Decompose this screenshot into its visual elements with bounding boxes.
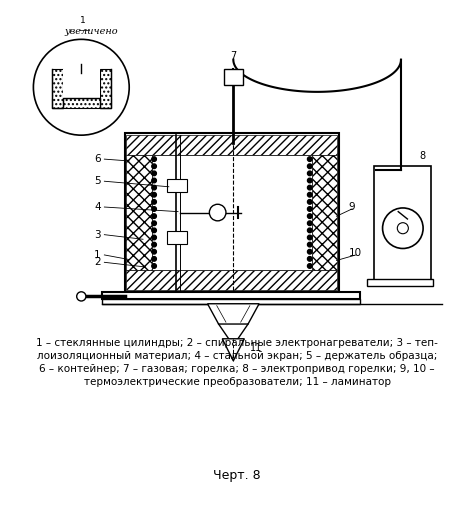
Text: 11: 11 [250,343,262,353]
Circle shape [152,228,156,233]
Bar [52,98,111,107]
Circle shape [33,39,129,135]
Circle shape [308,235,312,240]
Circle shape [383,208,423,248]
Text: 6: 6 [94,154,100,164]
Bar [101,292,360,299]
Circle shape [152,214,156,218]
Circle shape [152,249,156,254]
Bar [125,133,339,292]
Circle shape [152,200,156,204]
Text: 9: 9 [348,202,355,212]
Bar [152,155,311,270]
Bar [52,69,63,107]
Circle shape [308,185,312,190]
Circle shape [152,193,156,197]
Circle shape [397,223,409,234]
Bar [100,69,111,107]
Text: 1: 1 [94,250,100,260]
Text: лоизоляционный материал; 4 – стальной экран; 5 – держатель образца;: лоизоляционный материал; 4 – стальной эк… [37,351,437,361]
Circle shape [308,200,312,204]
Circle shape [152,235,156,240]
Circle shape [308,206,312,211]
Circle shape [152,264,156,268]
Text: 6 – контейнер; 7 – газовая; горелка; 8 – электропривод горелки; 9, 10 –: 6 – контейнер; 7 – газовая; горелка; 8 –… [39,364,435,374]
Bar [127,270,337,290]
Text: 5: 5 [94,176,100,186]
Bar [101,299,360,304]
Text: 4: 4 [94,202,100,212]
Circle shape [152,242,156,247]
Text: 7: 7 [230,52,237,61]
Circle shape [77,292,86,301]
Circle shape [152,185,156,190]
Text: термоэлектрические преобразователи; 11 – ламинатор: термоэлектрические преобразователи; 11 –… [83,377,391,386]
Bar [167,179,187,192]
Bar [63,69,100,98]
Text: 10: 10 [348,248,362,258]
Circle shape [210,204,226,221]
Text: 8: 8 [419,151,426,161]
Circle shape [152,206,156,211]
Circle shape [308,193,312,197]
Bar [311,155,337,270]
Circle shape [152,257,156,261]
Circle shape [308,249,312,254]
Bar [224,69,243,85]
Bar [374,166,431,283]
Polygon shape [222,339,245,361]
Circle shape [308,171,312,176]
Circle shape [152,178,156,183]
Text: 2: 2 [94,258,100,267]
Circle shape [308,228,312,233]
Text: Черт. 8: Черт. 8 [213,470,261,482]
Circle shape [308,221,312,225]
Text: увеличено: увеличено [65,27,118,36]
Circle shape [308,164,312,169]
Bar [367,279,433,286]
Circle shape [308,214,312,218]
Bar [127,155,152,270]
Circle shape [152,171,156,176]
Circle shape [152,157,156,161]
Circle shape [308,178,312,183]
Polygon shape [208,304,259,324]
Text: 3: 3 [94,229,100,240]
Bar [127,135,337,155]
Circle shape [152,221,156,225]
Text: 1 – стеклянные цилиндры; 2 – спиральные электронагреватели; 3 – теп-: 1 – стеклянные цилиндры; 2 – спиральные … [36,338,438,348]
Text: 1: 1 [80,16,86,25]
Circle shape [308,264,312,268]
Circle shape [308,257,312,261]
Circle shape [308,157,312,161]
Bar [167,231,187,244]
Circle shape [308,242,312,247]
Circle shape [152,164,156,169]
